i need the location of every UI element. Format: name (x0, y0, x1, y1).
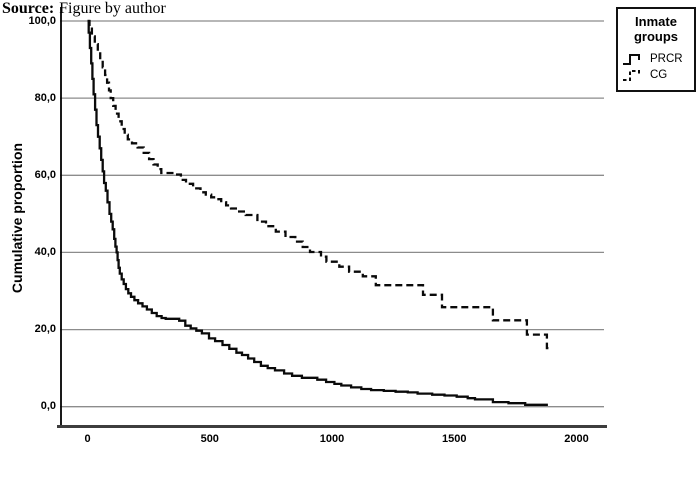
source-text: Figure by author (59, 0, 166, 17)
legend-item-prcr: PRCR (618, 51, 694, 67)
source-label: Source: (2, 0, 55, 17)
y-tick-label-20,0: 20,0 (34, 323, 56, 336)
x-tick-label-500: 500 (200, 433, 219, 445)
legend-item-label-prcr: PRCR (650, 53, 683, 65)
y-tick-label-100,0: 100,0 (28, 14, 56, 27)
legend-item-cg: CG (618, 67, 694, 83)
curve-cg (87, 19, 550, 350)
x-tick-label-1500: 1500 (442, 433, 467, 445)
legend-item-label-cg: CG (650, 69, 668, 81)
y-tick-label-80,0: 80,0 (34, 91, 56, 104)
y-tick-label-40,0: 40,0 (34, 245, 56, 258)
legend-title: Inmate groups (633, 14, 679, 44)
legend: Inmate groups PRCR CG (616, 7, 696, 92)
x-tick-label-2000: 2000 (564, 433, 589, 445)
y-axis-title: Cumulative proportion (9, 142, 25, 294)
solid-step-line-icon (623, 54, 640, 65)
dashed-step-line-icon (623, 70, 640, 81)
source-caption: Source: Figure by author (2, 0, 166, 18)
curve-prcr (87, 19, 548, 406)
x-tick-label-1000: 1000 (319, 433, 345, 445)
x-tick-label-0: 0 (84, 433, 91, 445)
y-tick-label-60,0: 60,0 (34, 168, 56, 181)
y-tick-label-0,0: 0,0 (40, 400, 56, 413)
